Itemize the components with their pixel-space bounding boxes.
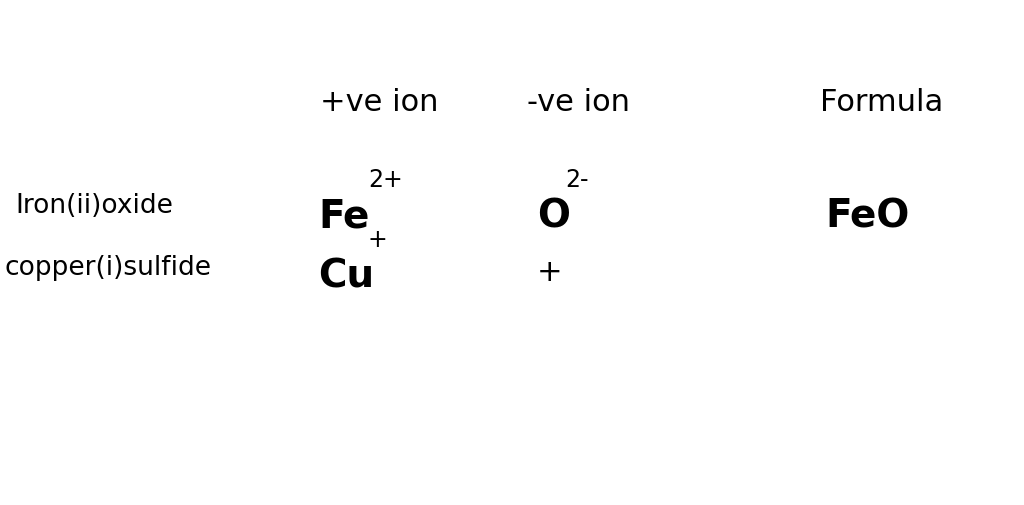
Text: Iron(ii)oxide: Iron(ii)oxide: [15, 192, 173, 219]
Text: copper(i)sulfide: copper(i)sulfide: [5, 255, 212, 280]
Text: +: +: [537, 258, 562, 286]
Text: Fe: Fe: [318, 197, 370, 235]
Text: 2-: 2-: [565, 168, 589, 191]
Text: O: O: [537, 197, 570, 235]
Text: +ve ion: +ve ion: [319, 88, 438, 117]
Text: Formula: Formula: [820, 88, 943, 117]
Text: Cu: Cu: [318, 258, 374, 295]
Text: +: +: [368, 228, 388, 251]
Text: -ve ion: -ve ion: [527, 88, 630, 117]
Text: 2+: 2+: [368, 168, 402, 191]
Text: FeO: FeO: [825, 197, 909, 235]
